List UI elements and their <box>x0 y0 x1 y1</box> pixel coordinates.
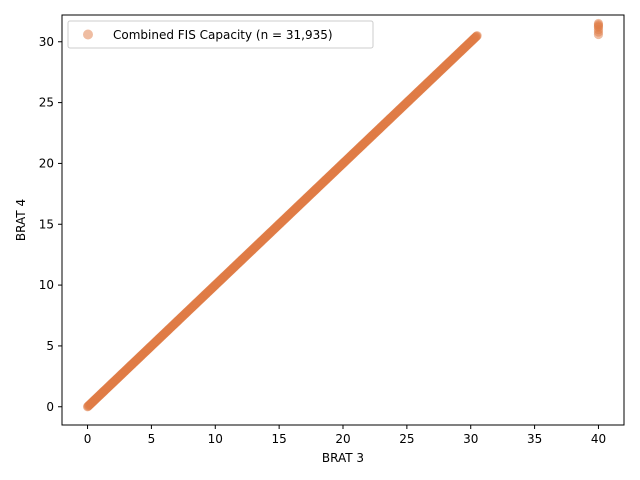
y-axis-ticks: 0 5 10 15 20 25 30 <box>39 35 62 414</box>
x-tick-label: 20 <box>335 432 350 446</box>
y-tick-label: 10 <box>39 278 54 292</box>
legend: Combined FIS Capacity (n = 31,935) <box>67 20 374 49</box>
y-tick-label: 0 <box>46 400 54 414</box>
x-tick-label: 15 <box>271 432 286 446</box>
x-tick-label: 5 <box>148 432 156 446</box>
x-tick-label: 40 <box>591 432 606 446</box>
y-axis-title: BRAT 4 <box>14 199 28 241</box>
x-tick-label: 35 <box>527 432 542 446</box>
x-tick-label: 30 <box>463 432 478 446</box>
x-tick-label: 25 <box>399 432 414 446</box>
y-tick-label: 30 <box>39 35 54 49</box>
legend-box <box>67 20 374 49</box>
data-points <box>82 18 604 412</box>
legend-marker <box>83 29 93 40</box>
legend-label: Combined FIS Capacity (n = 31,935) <box>113 28 333 42</box>
x-axis-ticks: 0 5 10 15 20 25 30 35 40 <box>84 425 606 446</box>
y-tick-label: 25 <box>39 96 54 110</box>
data-point <box>472 31 482 41</box>
data-point-cluster <box>593 18 604 29</box>
y-tick-label: 5 <box>46 339 54 353</box>
x-tick-label: 10 <box>208 432 223 446</box>
y-tick-label: 20 <box>39 156 54 170</box>
y-tick-label: 15 <box>39 217 54 231</box>
x-tick-label: 0 <box>84 432 92 446</box>
x-axis-title: BRAT 3 <box>322 451 364 465</box>
